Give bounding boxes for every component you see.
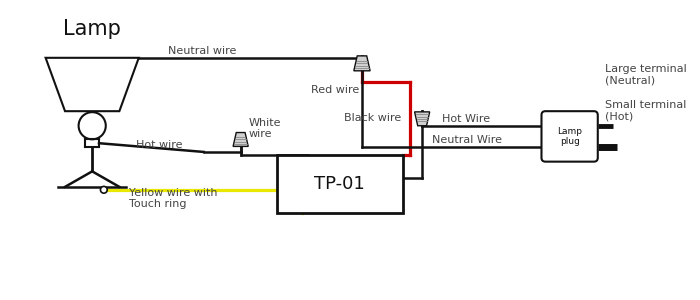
Text: White
wire: White wire: [248, 118, 281, 140]
Text: Small terminal
(Hot): Small terminal (Hot): [605, 100, 686, 122]
Text: Hot Wire: Hot Wire: [442, 114, 490, 124]
Polygon shape: [233, 133, 248, 146]
Circle shape: [78, 112, 106, 139]
Text: Lamp: Lamp: [63, 19, 121, 39]
Text: Hot wire: Hot wire: [136, 140, 183, 150]
Text: Yellow wire with
Touch ring: Yellow wire with Touch ring: [129, 188, 218, 209]
Text: TP-01: TP-01: [314, 175, 365, 193]
Text: Lamp
plug: Lamp plug: [557, 127, 582, 146]
Circle shape: [100, 186, 107, 193]
Text: Black wire: Black wire: [344, 113, 402, 123]
Text: Neutral wire: Neutral wire: [168, 46, 237, 56]
Text: Neutral Wire: Neutral Wire: [432, 135, 502, 145]
Polygon shape: [46, 58, 139, 111]
Polygon shape: [354, 56, 370, 71]
FancyBboxPatch shape: [276, 155, 402, 213]
Polygon shape: [414, 112, 430, 126]
Text: Red wire: Red wire: [311, 85, 359, 95]
Text: Large terminal
(Neutral): Large terminal (Neutral): [605, 64, 686, 85]
FancyBboxPatch shape: [542, 111, 598, 162]
